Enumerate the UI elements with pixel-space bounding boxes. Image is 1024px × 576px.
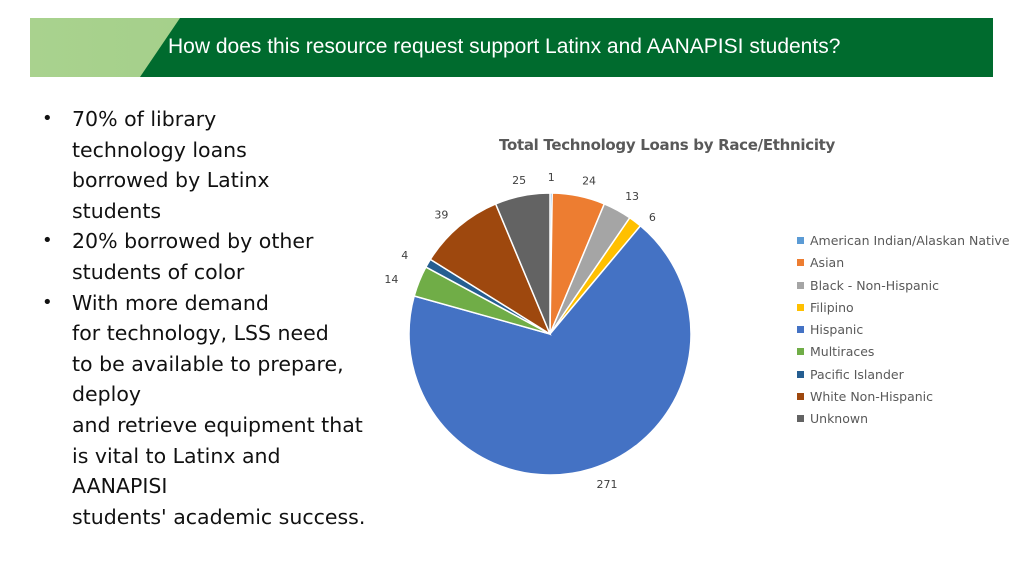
chart-title: Total Technology Loans by Race/Ethnicity	[499, 136, 836, 154]
bullet-text-line: students of color	[72, 259, 245, 284]
header-banner-shape	[30, 18, 993, 77]
legend-swatch	[797, 281, 804, 289]
pie-data-label: 1	[548, 171, 555, 184]
legend-swatch	[797, 348, 804, 356]
legend-swatch	[797, 370, 804, 378]
bullet-list: • 70% of library technology loans borrowed …	[40, 104, 380, 532]
legend-label: American Indian/Alaskan Native	[810, 233, 1010, 248]
pie-data-label: 4	[401, 249, 408, 262]
pie-data-label: 13	[625, 190, 639, 203]
page-title: How does this resource request support L…	[168, 35, 841, 58]
bullet-text-line: borrowed by Latinx	[72, 168, 270, 193]
bullet-marker: •	[42, 230, 53, 252]
pie-data-label: 6	[649, 211, 656, 224]
pie-data-label: 271	[597, 478, 618, 491]
legend-label: Asian	[810, 255, 845, 271]
bullet-text-line: students	[72, 198, 162, 223]
bullet-item: • 70% of library technology loans borrowed …	[40, 104, 380, 226]
bullet-text-line: technology loans	[72, 137, 247, 162]
legend-entry: Unknown	[797, 410, 1010, 432]
legend-entry: Asian	[797, 254, 1010, 276]
pie-data-label: 14	[384, 273, 398, 286]
legend-swatch	[797, 393, 804, 401]
legend-swatch	[797, 303, 804, 311]
bullet-text-line: to be available to prepare,	[72, 351, 344, 376]
legend-label: Hispanic	[810, 322, 864, 338]
legend-label: Multiraces	[810, 344, 875, 360]
legend-entry: Multiraces	[797, 343, 1010, 365]
bullet-text-line: With more demand	[72, 290, 269, 315]
header-banner: How does this resource request support L…	[30, 18, 993, 77]
pie-slice	[494, 192, 551, 335]
legend-label: Filipino	[810, 299, 854, 315]
pie-data-label: 39	[434, 208, 448, 221]
bullet-text-line: and retrieve equipment that	[72, 412, 363, 437]
legend-swatch	[797, 415, 804, 423]
bullet-marker: •	[42, 291, 53, 313]
bullet-text-line: 20% borrowed by other	[72, 229, 314, 254]
legend-entry: Black - Non-Hispanic	[797, 277, 1010, 299]
legend-swatch	[797, 259, 804, 267]
bullet-text-line: deploy	[72, 382, 142, 407]
legend-swatch	[797, 326, 804, 334]
legend-entry: American Indian/Alaskan Native	[797, 232, 1010, 254]
legend-swatch	[797, 237, 804, 244]
legend-entry: Hispanic	[797, 321, 1010, 343]
legend-entry: Pacific Islander	[797, 366, 1010, 388]
bullet-text-line: 70% of library	[72, 107, 217, 131]
pie-slice	[429, 202, 552, 336]
bullet-text-line: for technology, LSS need	[72, 321, 329, 346]
bullet-marker: •	[42, 108, 53, 129]
bullet-item: • 20% borrowed by other students of color	[40, 226, 380, 287]
legend-label: Pacific Islander	[810, 366, 904, 382]
pie-slice	[408, 224, 692, 476]
legend-entry: Filipino	[797, 299, 1010, 321]
legend-entry: White Non-Hispanic	[797, 388, 1010, 410]
bullet-text-line: is vital to Latinx and	[72, 443, 281, 468]
legend-label: Black - Non-Hispanic	[810, 277, 939, 293]
bullet-text-line: AANAPISI	[72, 474, 168, 499]
pie-data-label: 25	[512, 174, 526, 187]
header-dark-panel	[140, 18, 993, 77]
legend-label: White Non-Hispanic	[810, 389, 933, 405]
bullet-item: • With more demand for technology, LSS nee…	[40, 288, 380, 533]
bullet-text-line: students' academic success.	[72, 504, 366, 529]
legend-label: Unknown	[810, 411, 869, 427]
pie-data-label: 24	[582, 174, 596, 187]
chart-legend: American Indian/Alaskan Native Asian Black…	[797, 232, 1010, 433]
